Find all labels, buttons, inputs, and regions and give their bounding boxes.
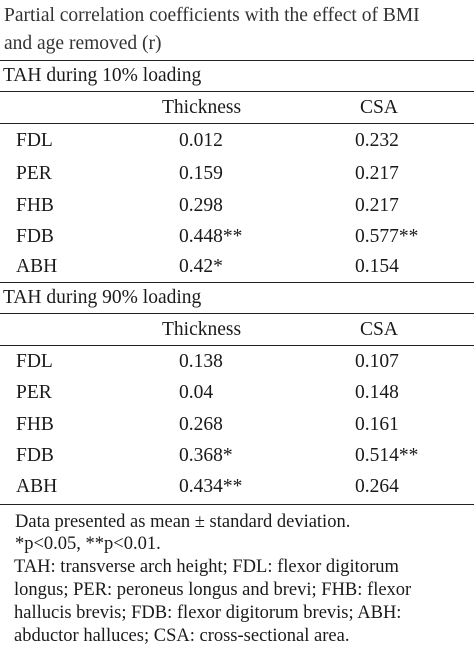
footnote-abbrev-line: TAH: transverse arch height; FDL: flexor… [14, 557, 399, 577]
cell-csa: 0.232 [355, 130, 399, 151]
cell-thickness: 0.298 [179, 195, 223, 216]
cell-csa: 0.264 [355, 476, 399, 497]
cell-csa: 0.217 [355, 195, 399, 216]
cell-thickness: 0.448** [179, 226, 243, 247]
rule-section-2-top [0, 282, 474, 283]
footnote-data: Data presented as mean ± standard deviat… [15, 512, 351, 532]
cell-thickness: 0.138 [179, 351, 223, 372]
col-header-csa: CSA [360, 319, 398, 340]
row-label: PER [16, 382, 52, 403]
cell-thickness: 0.368* [179, 445, 233, 466]
rule-top [0, 60, 474, 61]
row-label: FHB [16, 414, 54, 435]
section-label-90: TAH during 90% loading [3, 287, 202, 308]
col-header-csa: CSA [360, 97, 398, 118]
row-label: FDL [16, 130, 53, 151]
rule-section-2 [0, 313, 474, 314]
cell-csa: 0.148 [355, 382, 399, 403]
cell-csa: 0.161 [355, 414, 399, 435]
cell-thickness: 0.159 [179, 163, 223, 184]
title-line: Partial correlation coefficients with th… [4, 5, 420, 26]
cell-csa: 0.217 [355, 163, 399, 184]
rule-header-1 [0, 123, 474, 124]
cell-thickness: 0.268 [179, 414, 223, 435]
cell-csa: 0.107 [355, 351, 399, 372]
rule-header-2 [0, 345, 474, 346]
col-header-thickness: Thickness [162, 97, 242, 118]
cell-thickness: 0.04 [179, 382, 214, 403]
rule-section-1 [0, 91, 474, 92]
row-label: ABH [16, 476, 58, 497]
section-label-10: TAH during 10% loading [3, 65, 202, 86]
row-label: PER [16, 163, 52, 184]
footnote-abbrev-line: abductor halluces; CSA: cross-sectional … [14, 626, 350, 646]
footnote-significance: *p<0.05, **p<0.01. [15, 534, 161, 554]
row-label: FDB [16, 226, 54, 247]
footnote-abbrev-line: longus; PER: peroneus longus and brevi; … [14, 580, 412, 600]
table-title: Partial correlation coefficients with th… [4, 2, 470, 58]
cell-thickness: 0.012 [179, 130, 223, 151]
title-line: and age removed (r) [4, 33, 162, 54]
row-label: FDB [16, 445, 54, 466]
row-label: FDL [16, 351, 53, 372]
cell-csa: 0.577** [355, 226, 419, 247]
footnote-abbrev-line: hallucis brevis; FDB: flexor digitorum b… [14, 603, 402, 623]
col-header-thickness: Thickness [162, 319, 242, 340]
row-label: ABH [16, 256, 58, 277]
cell-csa: 0.514** [355, 445, 419, 466]
cell-csa: 0.154 [355, 256, 399, 277]
cell-thickness: 0.434** [179, 476, 243, 497]
rule-bottom [0, 504, 474, 505]
row-label: FHB [16, 195, 54, 216]
cell-thickness: 0.42* [179, 256, 223, 277]
